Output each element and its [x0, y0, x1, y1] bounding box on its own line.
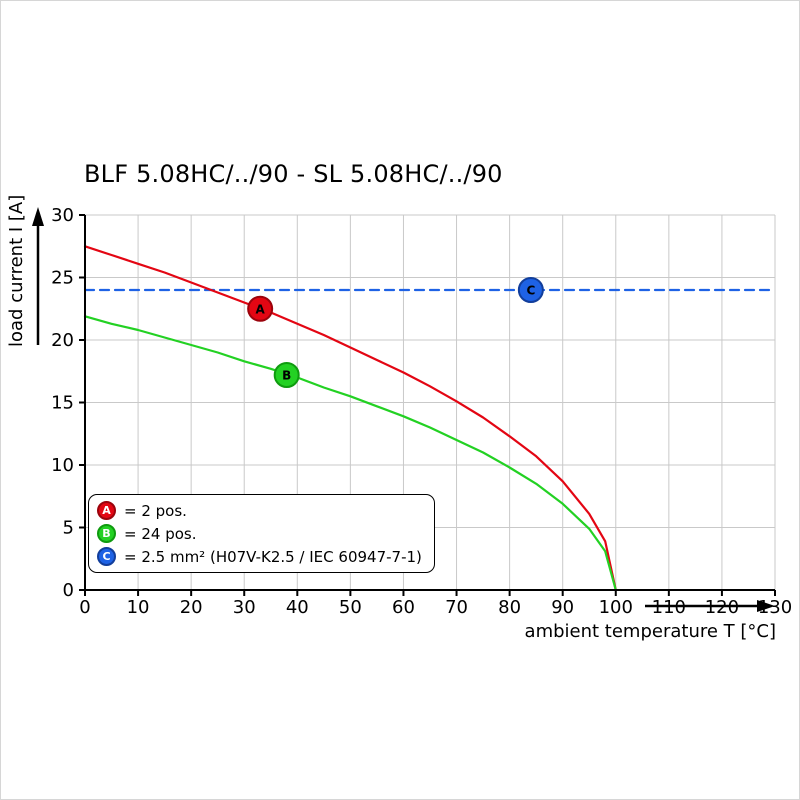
x-tick-label: 100 [599, 597, 633, 618]
legend-marker-b-icon: B [97, 524, 116, 543]
curve-b [83, 315, 617, 592]
x-tick-label: 0 [79, 597, 90, 618]
x-tick-label: 90 [551, 597, 574, 618]
x-tick-label: 120 [705, 597, 739, 618]
legend-marker-c-icon: C [97, 547, 116, 566]
y-tick-label: 15 [51, 393, 74, 414]
legend-label-a: = 2 pos. [124, 501, 187, 520]
y-tick-label: 25 [51, 268, 74, 289]
curve-marker-b-icon [273, 362, 300, 388]
x-tick-label: 10 [127, 597, 150, 618]
x-tick-label: 80 [498, 597, 521, 618]
x-tick-label: 40 [286, 597, 309, 618]
curve-marker-c-icon [517, 277, 544, 303]
curve-a [83, 245, 617, 592]
curve-marker-a-letter: A [256, 302, 266, 316]
chart-title: BLF 5.08HC/../90 - SL 5.08HC/../90 [84, 160, 503, 188]
y-axis-label: load current I [A] [6, 195, 27, 347]
x-tick-label: 60 [392, 597, 415, 618]
x-tick-label: 20 [180, 597, 203, 618]
y-tick-label: 20 [51, 330, 74, 351]
x-axis-arrowhead-icon [757, 600, 775, 612]
legend-item-a: A = 2 pos. [97, 501, 422, 520]
curve-marker-a-icon [247, 295, 274, 322]
x-tick-label: 30 [233, 597, 256, 618]
x-tick-label: 70 [445, 597, 468, 618]
y-tick-label: 0 [63, 580, 74, 601]
legend-item-c: C = 2.5 mm² (H07V-K2.5 / IEC 60947-7-1) [97, 547, 422, 566]
x-tick-label: 50 [339, 597, 362, 618]
x-tick-label: 110 [652, 597, 686, 618]
y-tick-label: 5 [63, 518, 74, 539]
chart-legend: A = 2 pos. B = 24 pos. C = 2.5 mm² (H07V… [88, 494, 435, 573]
curve-marker-c-letter: C [526, 284, 535, 298]
legend-label-b: = 24 pos. [124, 524, 197, 543]
y-tick-label: 30 [51, 205, 74, 226]
legend-item-b: B = 24 pos. [97, 524, 422, 543]
y-axis-arrowhead-icon [32, 207, 44, 226]
curve-marker-b-letter: B [282, 369, 291, 383]
x-tick-label: 130 [758, 597, 792, 618]
y-tick-label: 10 [51, 455, 74, 476]
legend-marker-a-icon: A [97, 501, 116, 520]
x-axis-label: ambient temperature T [°C] [525, 621, 776, 642]
legend-label-c: = 2.5 mm² (H07V-K2.5 / IEC 60947-7-1) [124, 547, 422, 566]
